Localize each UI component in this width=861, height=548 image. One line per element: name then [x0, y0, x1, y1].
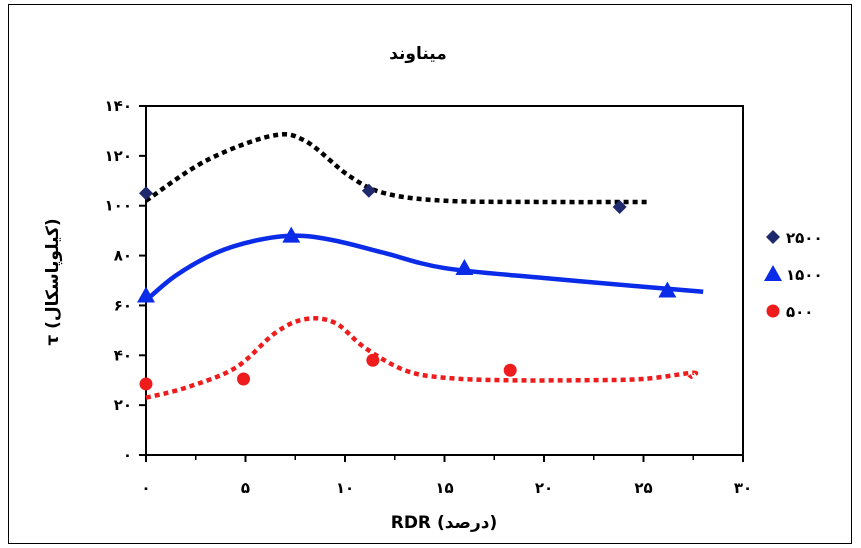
- y-tick-label: ۱۲۰: [105, 147, 132, 165]
- data-point: [612, 199, 627, 214]
- data-point: [658, 281, 677, 298]
- y-tick-label: ۰: [123, 446, 132, 464]
- x-axis: ۰ ۵ ۱۰ ۱۵ ۲۰ ۲۵ ۳۰: [141, 455, 752, 497]
- y-tick-label: ۲۰: [114, 396, 132, 414]
- legend-marker: [766, 230, 780, 244]
- y-axis: ۰ ۲۰ ۴۰ ۶۰ ۸۰ ۱۰۰ ۱۲۰ ۱۴۰: [105, 97, 146, 464]
- x-tick-label: ۰: [141, 479, 150, 497]
- legend-marker: [764, 265, 782, 281]
- y-tick-label: ۴۰: [114, 346, 132, 364]
- trendlines: [144, 132, 704, 400]
- chart-title: میناوند: [389, 44, 447, 64]
- y-tick-label: ۸۰: [114, 247, 132, 265]
- data-point: [139, 186, 153, 201]
- x-tick-label: ۲۵: [634, 479, 652, 497]
- y-tick-label: ۱۴۰: [105, 97, 132, 115]
- legend-marker: [766, 304, 780, 318]
- trendline-2: [145, 316, 699, 400]
- data-point: [361, 183, 376, 198]
- x-tick-label: ۱۵: [435, 479, 453, 497]
- y-tick-label: ۶۰: [114, 296, 132, 314]
- data-point: [366, 353, 380, 367]
- x-tick-label: ۳۰: [734, 479, 752, 497]
- data-point: [282, 226, 301, 243]
- legend-label: ۵۰۰: [786, 303, 813, 321]
- y-axis-label: τ (کیلوپاسکال): [43, 218, 63, 345]
- legend: ۲۵۰۰ ۱۵۰۰ ۵۰۰: [764, 229, 823, 321]
- x-axis-label: RDR (درصد): [391, 513, 498, 533]
- data-point: [455, 259, 474, 276]
- trendline-1: [144, 233, 704, 303]
- y-tick-label: ۱۰۰: [105, 197, 132, 215]
- data-point: [139, 377, 153, 391]
- data-point: [503, 363, 517, 377]
- plot-area: [145, 105, 744, 456]
- trendline-0: [144, 132, 648, 205]
- x-tick-label: ۱۰: [336, 479, 354, 497]
- legend-label: ۲۵۰۰: [786, 229, 823, 247]
- x-tick-label: ۵: [241, 479, 250, 497]
- data-point: [237, 372, 251, 386]
- data-point: [137, 286, 155, 303]
- x-tick-label: ۲۰: [535, 479, 553, 497]
- data-markers: [137, 183, 677, 391]
- legend-label: ۱۵۰۰: [786, 266, 823, 284]
